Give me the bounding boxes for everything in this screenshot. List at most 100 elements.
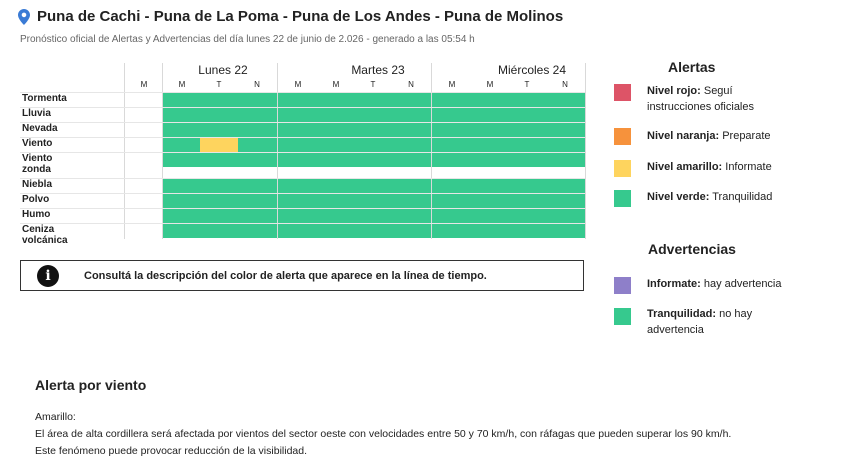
legend-name: Tranquilidad: <box>647 308 717 320</box>
grid-divider <box>277 63 278 239</box>
day-label-miercoles: Miércoles 24 <box>497 63 567 77</box>
legend-item-verde: Nivel verde: Tranquilidad <box>647 189 772 205</box>
timeline-cell <box>432 108 585 122</box>
info-box: i Consultá la descripción del color de a… <box>20 260 584 291</box>
legend-desc: Preparate <box>719 130 771 142</box>
grid-divider <box>585 63 586 239</box>
timeline-cell <box>163 108 277 122</box>
timeline-cell <box>278 179 431 193</box>
slot-label: N <box>408 80 414 89</box>
legend-name: Nivel amarillo: <box>647 161 723 173</box>
grid-divider <box>431 63 432 239</box>
info-icon: i <box>37 264 59 287</box>
slot-label: T <box>370 80 376 89</box>
legend-item-tranquilidad: Tranquilidad: no hay advertencia <box>647 306 797 338</box>
grid-row-line <box>20 208 585 209</box>
legend-desc: Informate <box>722 161 772 173</box>
legend-name: Nivel rojo: <box>647 85 701 97</box>
slot-label: N <box>562 80 568 89</box>
grid-row-line <box>20 178 585 179</box>
grid-row-line <box>20 152 585 153</box>
timeline-cell <box>278 224 431 238</box>
legend-desc: Seguí instrucciones oficiales <box>647 85 754 113</box>
grid-divider <box>124 63 125 239</box>
alert-description-text: El área de alta cordillera será afectada… <box>35 428 732 440</box>
timeline-cell <box>432 123 585 137</box>
legend-swatch-verde <box>614 190 631 207</box>
slot-label: M <box>178 80 186 89</box>
legend-item-naranja: Nivel naranja: Preparate <box>647 128 771 144</box>
legend-desc: no hay advertencia <box>647 308 753 336</box>
slot-label: M <box>448 80 456 89</box>
day-label-lunes: Lunes 22 <box>198 63 248 77</box>
row-label-polvo: Polvo <box>22 194 50 205</box>
timeline-cell <box>278 209 431 223</box>
timeline-cell <box>278 123 431 137</box>
legend-swatch-tranquilidad <box>614 308 631 325</box>
timeline-cell <box>432 224 585 238</box>
slot-label: T <box>216 80 222 89</box>
timeline-cell <box>432 209 585 223</box>
legend-swatch-amarillo <box>614 160 631 177</box>
legend-swatch-informate <box>614 277 631 294</box>
timeline-cell <box>163 93 277 107</box>
legend-item-informate: Informate: hay advertencia <box>647 276 782 292</box>
timeline-cell <box>278 194 431 208</box>
timeline-cell-wind-alert <box>200 138 238 152</box>
legend-item-rojo: Nivel rojo: Seguí instrucciones oficiale… <box>647 83 797 115</box>
slot-label: M <box>332 80 340 89</box>
legend-name: Nivel naranja: <box>647 130 720 142</box>
location-pin-icon <box>18 8 30 25</box>
forecast-subtitle: Pronóstico oficial de Alertas y Adverten… <box>20 34 475 45</box>
grid-divider <box>162 63 163 239</box>
legend-desc: hay advertencia <box>700 278 782 290</box>
timeline-cell <box>278 153 431 167</box>
grid-row-line <box>20 107 585 108</box>
timeline-cell <box>432 93 585 107</box>
day-label-martes: Martes 23 <box>351 63 405 77</box>
alert-level-label: Amarillo: <box>35 411 76 423</box>
row-label-nevada: Nevada <box>22 123 58 134</box>
location-title-row: Puna de Cachi - Puna de La Poma - Puna d… <box>18 8 563 25</box>
timeline-cell <box>163 179 277 193</box>
slot-label: N <box>254 80 260 89</box>
timeline-cell <box>278 93 431 107</box>
timeline-cell <box>278 138 431 152</box>
row-label-niebla: Niebla <box>22 179 53 190</box>
timeline-cell <box>432 138 585 152</box>
timeline-cell <box>278 108 431 122</box>
legend-desc: Tranquilidad <box>709 191 773 203</box>
grid-row-line <box>20 223 585 224</box>
legend-name: Informate: <box>647 278 701 290</box>
legend-item-amarillo: Nivel amarillo: Informate <box>647 159 772 175</box>
timeline-cell <box>163 153 277 167</box>
slot-label: M <box>486 80 494 89</box>
row-label-viento-zonda: Viento zonda <box>22 153 53 175</box>
grid-row-line <box>20 122 585 123</box>
slot-label: M <box>140 80 148 89</box>
slot-label: T <box>524 80 530 89</box>
legend-swatch-rojo <box>614 84 631 101</box>
row-label-viento: Viento <box>22 138 53 149</box>
alertas-heading: Alertas <box>668 59 716 75</box>
info-text: Consultá la descripción del color de ale… <box>84 269 487 282</box>
timeline-cell <box>163 224 277 238</box>
timeline-cell <box>163 123 277 137</box>
alert-description-note: Este fenómeno puede provocar reducción d… <box>35 445 308 457</box>
row-label-ceniza-volcanica: Ceniza volcánica <box>22 224 68 246</box>
grid-row-line <box>20 137 585 138</box>
timeline-cell <box>432 179 585 193</box>
row-label-lluvia: Lluvia <box>22 108 51 119</box>
timeline-cell <box>163 209 277 223</box>
page-title: Puna de Cachi - Puna de La Poma - Puna d… <box>37 8 564 25</box>
legend-swatch-naranja <box>614 128 631 145</box>
row-label-tormenta: Tormenta <box>22 93 67 104</box>
grid-row-line <box>20 193 585 194</box>
timeline-cell <box>432 153 585 167</box>
slot-label: M <box>294 80 302 89</box>
row-label-humo: Humo <box>22 209 51 220</box>
grid-row-line <box>20 92 585 93</box>
timeline-cell <box>432 194 585 208</box>
timeline-cell <box>163 194 277 208</box>
alert-description-title: Alerta por viento <box>35 377 147 393</box>
